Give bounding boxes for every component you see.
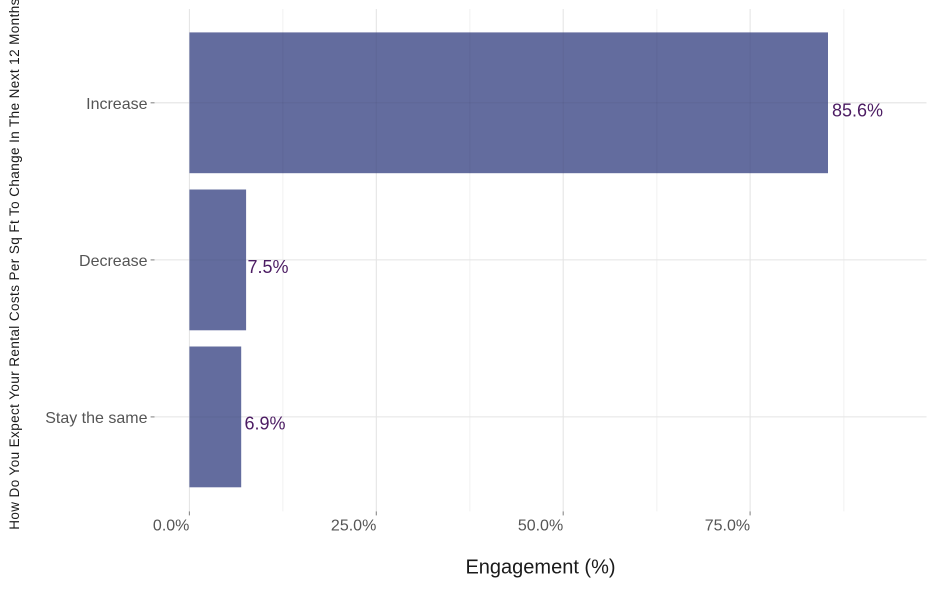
svg-text:25.0%: 25.0% [331, 518, 376, 535]
svg-text:Decrease: Decrease [79, 253, 148, 270]
svg-text:Increase: Increase [86, 96, 147, 113]
svg-text:Engagement (%): Engagement (%) [465, 556, 615, 578]
svg-text:7.5%: 7.5% [248, 257, 289, 277]
svg-text:0.0%: 0.0% [153, 518, 189, 535]
svg-text:6.9%: 6.9% [245, 414, 286, 434]
svg-text:85.6%: 85.6% [832, 100, 883, 120]
svg-text:How Do You Expect Your Rental: How Do You Expect Your Rental Costs Per … [7, 0, 22, 530]
svg-text:50.0%: 50.0% [518, 518, 563, 535]
svg-text:75.0%: 75.0% [705, 518, 750, 535]
svg-text:Stay the same: Stay the same [45, 410, 147, 427]
